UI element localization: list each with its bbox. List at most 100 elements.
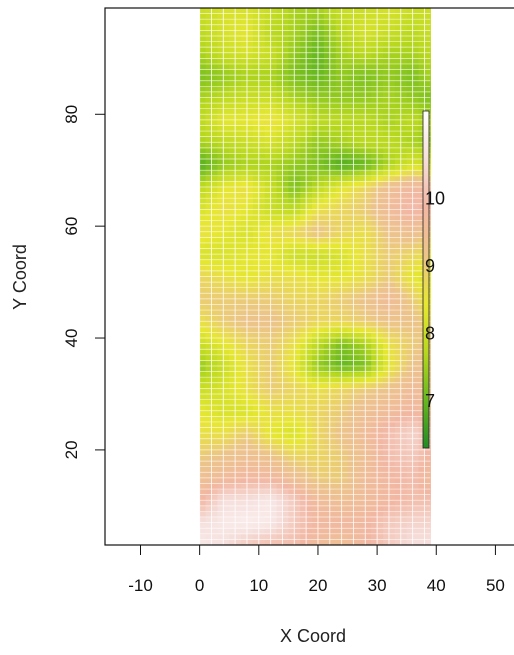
heatmap-cell — [199, 91, 207, 99]
heatmap-cell — [264, 52, 272, 59]
heatmap-cell — [276, 371, 284, 378]
heatmap-cell — [294, 477, 301, 485]
heatmap-cell — [288, 500, 295, 507]
heatmap-cell — [241, 338, 248, 345]
heatmap-cell — [347, 142, 355, 149]
heatmap-cell — [235, 438, 242, 445]
heatmap-cell — [294, 449, 301, 457]
heatmap-cell — [306, 315, 313, 322]
heatmap-cell — [400, 522, 408, 529]
heatmap-cell — [211, 466, 218, 473]
heatmap-cell — [270, 438, 278, 445]
heatmap-cell — [394, 86, 402, 93]
heatmap-cell — [288, 108, 295, 115]
heatmap-cell — [282, 455, 289, 462]
heatmap-cell — [300, 19, 307, 26]
heatmap-cell — [217, 276, 224, 283]
heatmap-cell — [371, 164, 378, 171]
heatmap-cell — [252, 41, 260, 48]
heatmap-cell — [258, 13, 266, 20]
heatmap-cell — [288, 63, 295, 71]
heatmap-cell — [282, 136, 289, 143]
heatmap-cell — [371, 63, 378, 71]
heatmap-cell — [306, 97, 313, 104]
heatmap-cell — [353, 410, 360, 417]
heatmap-cell — [264, 181, 272, 188]
heatmap-cell — [383, 220, 390, 227]
heatmap-cell — [406, 209, 414, 216]
heatmap-cell — [400, 136, 408, 143]
heatmap-cell — [294, 528, 301, 535]
heatmap-cell — [412, 343, 420, 350]
heatmap-cell — [347, 214, 355, 222]
heatmap-cell — [235, 237, 242, 244]
heatmap-cell — [229, 114, 236, 121]
heatmap-cell — [388, 164, 396, 171]
heatmap-cell — [223, 310, 230, 317]
heatmap-cell — [383, 511, 390, 518]
heatmap-cell — [359, 220, 366, 227]
heatmap-cell — [276, 24, 284, 31]
heatmap-cell — [335, 19, 343, 26]
heatmap-cell — [270, 349, 278, 356]
heatmap-cell — [323, 416, 331, 423]
heatmap-cell — [276, 58, 284, 65]
heatmap-cell — [312, 203, 319, 210]
heatmap-cell — [223, 366, 230, 373]
heatmap-cell — [312, 511, 319, 518]
heatmap-cell — [252, 69, 260, 76]
heatmap-cell — [241, 19, 248, 26]
heatmap-cell — [223, 108, 230, 115]
heatmap-cell — [335, 164, 343, 171]
heatmap-cell — [270, 131, 278, 138]
heatmap-cell — [264, 500, 272, 507]
heatmap-cell — [205, 421, 213, 429]
heatmap-cell — [241, 416, 248, 423]
heatmap-cell — [347, 472, 355, 479]
heatmap-cell — [217, 35, 224, 43]
heatmap-cell — [312, 63, 319, 71]
heatmap-cell — [199, 8, 207, 15]
heatmap-cell — [377, 187, 384, 194]
heatmap-cell — [276, 153, 284, 160]
heatmap-cell — [329, 108, 337, 115]
heatmap-cell — [199, 80, 207, 87]
heatmap-cell — [371, 517, 378, 524]
heatmap-cell — [205, 254, 213, 261]
heatmap-cell — [329, 349, 337, 356]
heatmap-cell — [306, 259, 313, 266]
heatmap-cell — [252, 522, 260, 529]
heatmap-cell — [199, 63, 207, 71]
heatmap-cell — [246, 170, 254, 177]
heatmap-cell — [377, 142, 384, 149]
x-tick-label: 40 — [427, 576, 446, 595]
heatmap-cell — [205, 438, 213, 445]
heatmap-cell — [235, 52, 242, 59]
heatmap-cell — [418, 231, 426, 238]
heatmap-cell — [276, 388, 284, 395]
heatmap-cell — [264, 421, 272, 429]
heatmap-cell — [252, 444, 260, 451]
heatmap-cell — [383, 388, 390, 395]
heatmap-cell — [217, 80, 224, 87]
heatmap-cell — [252, 338, 260, 345]
heatmap-cell — [418, 293, 426, 300]
heatmap-cell — [335, 242, 343, 250]
heatmap-cell — [394, 119, 402, 127]
heatmap-cell — [406, 360, 414, 367]
heatmap-cell — [199, 517, 207, 524]
heatmap-cell — [288, 237, 295, 244]
heatmap-cell — [294, 254, 301, 261]
heatmap-cell — [412, 265, 420, 272]
heatmap-cell — [418, 522, 426, 529]
heatmap-cell — [388, 500, 396, 507]
heatmap-cell — [199, 449, 207, 457]
heatmap-cell — [264, 293, 272, 300]
heatmap-cell — [235, 209, 242, 216]
heatmap-cell — [205, 533, 213, 540]
heatmap-cell — [199, 187, 207, 194]
heatmap-cell — [365, 360, 372, 367]
heatmap-cell — [288, 254, 295, 261]
heatmap-cell — [412, 231, 420, 238]
heatmap-cell — [312, 41, 319, 48]
